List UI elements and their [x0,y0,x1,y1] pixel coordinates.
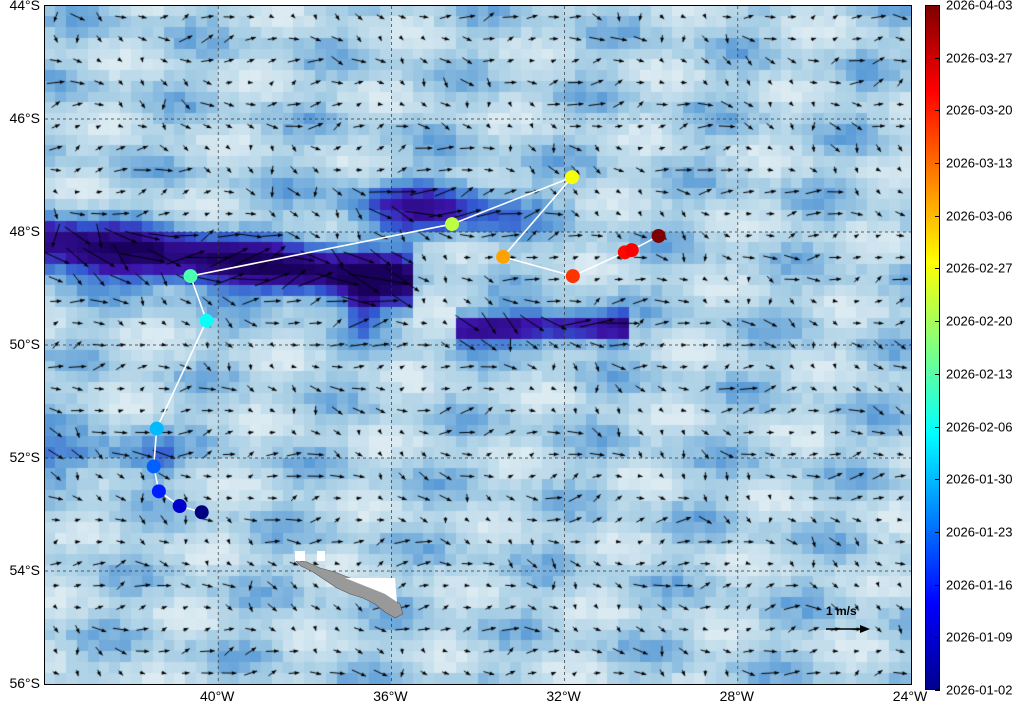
lon-tick-label: 40°W [199,688,235,704]
colorbar-tick [935,5,940,6]
colorbar-tick-label: 2026-03-27 [946,50,1013,66]
colorbar-tick-label: 2026-04-03 [946,0,1013,13]
lon-tick-label: 36°W [373,688,408,704]
colorbar-tick [935,373,940,375]
lat-tick-label: 50°S [9,336,40,352]
lon-tick-label: 28°W [719,688,754,704]
colorbar-tick [935,268,940,270]
colorbar-tick-label: 2026-03-13 [946,155,1013,171]
colorbar-tick-label: 2026-01-23 [946,524,1013,540]
colorbar-tick-label: 2026-02-20 [946,313,1013,329]
lat-tick-label: 46°S [9,110,40,126]
scale-arrow [826,625,870,633]
track-point[interactable] [445,217,460,232]
colorbar-tick [935,637,940,639]
track-point[interactable] [146,459,161,474]
track-point[interactable] [151,484,166,499]
colorbar-tick-label: 2026-01-02 [946,682,1013,698]
map-panel[interactable] [44,5,912,685]
lat-tick-label: 54°S [9,562,40,578]
colorbar-tick-label: 2026-03-20 [946,102,1013,118]
track-point[interactable] [564,170,579,185]
colorbar-tick-label: 2026-02-27 [946,260,1013,276]
colorbar-tick [935,110,940,112]
lon-tick-label: 24°W [892,688,928,704]
track-point[interactable] [172,499,187,514]
land-mask [295,551,305,561]
colorbar-tick-label: 2026-02-06 [946,419,1013,435]
colorbar-tick-label: 2026-02-13 [946,366,1013,382]
graticule [45,6,911,684]
colorbar-tick-label: 2026-01-16 [946,577,1013,593]
scale-arrow-label: 1 m/s [826,604,857,618]
track-point[interactable] [624,243,639,258]
lat-tick-label: 52°S [9,449,40,465]
colorbar-tick [935,479,940,481]
map-overlay [45,6,911,684]
track-point[interactable] [183,269,198,284]
lat-tick-label: 48°S [9,223,40,239]
colorbar-tick-label: 2026-03-06 [946,208,1013,224]
track-point[interactable] [194,505,209,520]
track-point[interactable] [565,269,580,284]
track-point[interactable] [199,313,214,328]
colorbar [925,5,940,690]
colorbar-tick-label: 2026-01-30 [946,471,1013,487]
colorbar-tick [935,321,940,323]
colorbar-tick [935,690,940,691]
colorbar-tick [935,426,940,428]
track-point[interactable] [149,421,164,436]
land-mask [345,578,397,602]
south-georgia-island [294,559,404,619]
lat-tick-label: 56°S [9,675,40,691]
drifter-track [146,170,666,520]
lat-tick-label: 44°S [9,0,40,13]
colorbar-tick [935,57,940,59]
colorbar-tick [935,163,940,165]
colorbar-tick [935,215,940,217]
colorbar-tick [935,531,940,533]
track-point[interactable] [496,249,511,264]
colorbar-tick-label: 2026-01-09 [946,629,1013,645]
lon-tick-label: 32°W [546,688,581,704]
land-mask [317,551,325,561]
colorbar-tick [935,584,940,586]
track-point[interactable] [651,228,666,243]
